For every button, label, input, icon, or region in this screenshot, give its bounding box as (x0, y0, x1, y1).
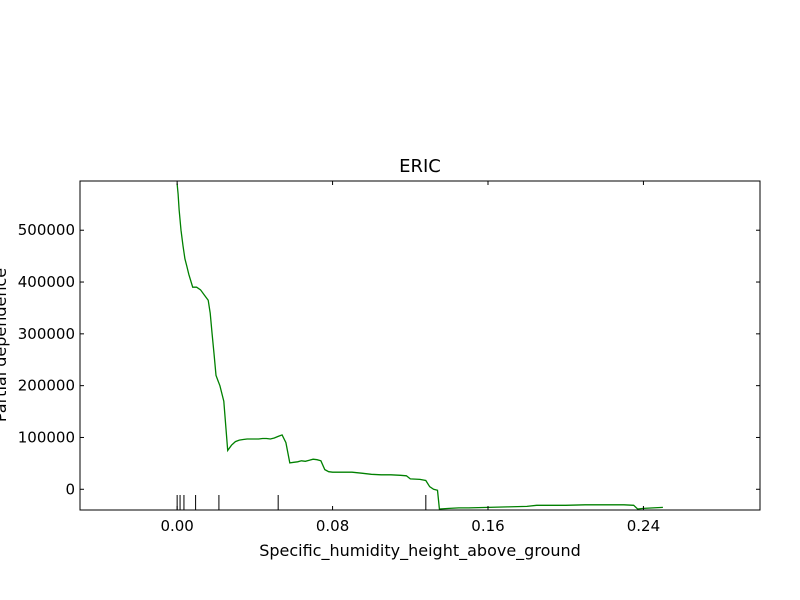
y-tick-label-3: 300000 (18, 325, 75, 343)
axes-frame (79, 180, 761, 511)
y-tick-label-5: 500000 (18, 221, 75, 239)
x-axis-label: Specific_humidity_height_above_ground (259, 541, 581, 561)
x-tick-label-2: 0.16 (471, 517, 504, 535)
x-tick-label-1: 0.08 (316, 517, 349, 535)
y-axis-label: Partial dependence (0, 268, 10, 422)
y-tick-label-4: 400000 (18, 273, 75, 291)
y-tick-label-2: 200000 (18, 377, 75, 395)
series-line-0 (176, 183, 663, 510)
x-tick-label-3: 0.24 (627, 517, 660, 535)
chart-title: ERIC (399, 156, 441, 177)
plot-area: 0.00 0.08 0.16 0.24 0 100000 200000 300000 40000… (18, 180, 761, 535)
y-tick-label-0: 0 (65, 480, 75, 498)
y-tick-label-1: 100000 (18, 428, 75, 446)
x-tick-label-0: 0.00 (160, 517, 193, 535)
